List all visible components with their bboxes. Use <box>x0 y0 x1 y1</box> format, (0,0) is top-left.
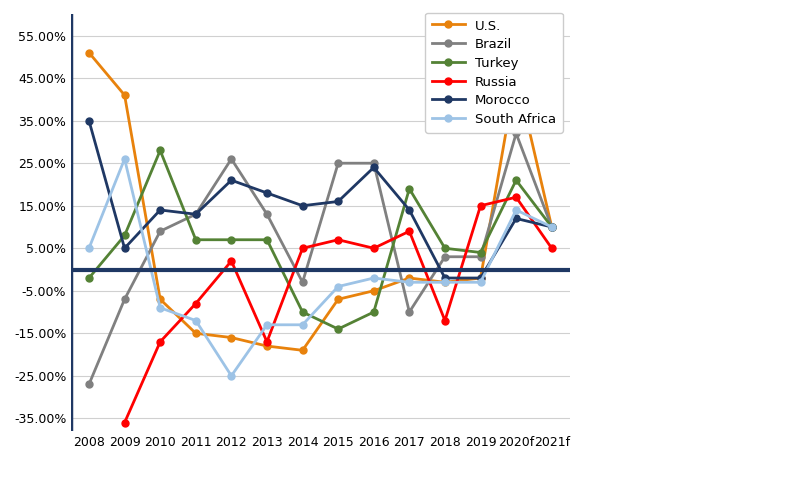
Morocco <box>156 207 165 213</box>
Line: Turkey: Turkey <box>85 147 555 332</box>
Russia <box>476 203 486 208</box>
Turkey <box>191 237 201 243</box>
South Africa <box>298 322 308 328</box>
Line: Russia: Russia <box>121 194 555 426</box>
Morocco <box>298 203 308 208</box>
South Africa <box>156 305 165 311</box>
Line: Brazil: Brazil <box>85 130 555 388</box>
Line: U.S.: U.S. <box>85 49 555 354</box>
Brazil <box>547 224 557 230</box>
Russia <box>334 237 343 243</box>
Turkey <box>120 233 130 239</box>
Morocco <box>476 275 486 281</box>
Morocco <box>334 199 343 205</box>
Legend: U.S., Brazil, Turkey, Russia, Morocco, South Africa: U.S., Brazil, Turkey, Russia, Morocco, S… <box>425 12 563 133</box>
Morocco <box>547 224 557 230</box>
Morocco <box>84 118 94 124</box>
South Africa <box>120 156 130 162</box>
Morocco <box>263 190 272 196</box>
Turkey <box>334 326 343 332</box>
Turkey <box>156 148 165 153</box>
Russia <box>369 245 379 251</box>
Morocco <box>440 275 449 281</box>
South Africa <box>547 224 557 230</box>
Turkey <box>547 224 557 230</box>
Turkey <box>511 177 520 183</box>
South Africa <box>263 322 272 328</box>
Morocco <box>191 211 201 217</box>
Brazil <box>369 160 379 166</box>
Russia <box>298 245 308 251</box>
Brazil <box>334 160 343 166</box>
Turkey <box>84 275 94 281</box>
Turkey <box>405 186 414 192</box>
U.S. <box>156 297 165 302</box>
Morocco <box>369 165 379 171</box>
South Africa <box>405 279 414 285</box>
U.S. <box>334 297 343 302</box>
Turkey <box>298 309 308 315</box>
Line: Morocco: Morocco <box>85 117 555 282</box>
Line: South Africa: South Africa <box>85 156 555 379</box>
U.S. <box>191 331 201 336</box>
South Africa <box>227 373 237 379</box>
U.S. <box>405 275 414 281</box>
Russia <box>405 228 414 234</box>
Morocco <box>405 207 414 213</box>
Brazil <box>440 254 449 260</box>
Turkey <box>369 309 379 315</box>
Brazil <box>263 211 272 217</box>
U.S. <box>263 343 272 349</box>
Russia <box>227 258 237 264</box>
South Africa <box>511 207 520 213</box>
Russia <box>191 301 201 307</box>
South Africa <box>191 318 201 323</box>
South Africa <box>440 279 449 285</box>
U.S. <box>298 347 308 353</box>
Brazil <box>405 309 414 315</box>
Russia <box>156 339 165 345</box>
Brazil <box>156 228 165 234</box>
U.S. <box>84 50 94 56</box>
U.S. <box>547 224 557 230</box>
Brazil <box>120 297 130 302</box>
South Africa <box>476 279 486 285</box>
Morocco <box>120 245 130 251</box>
Morocco <box>511 216 520 221</box>
U.S. <box>476 275 486 281</box>
Turkey <box>440 245 449 251</box>
Turkey <box>476 250 486 255</box>
U.S. <box>511 71 520 77</box>
South Africa <box>334 284 343 289</box>
Turkey <box>263 237 272 243</box>
U.S. <box>227 335 237 341</box>
Russia <box>263 339 272 345</box>
Russia <box>440 318 449 323</box>
Brazil <box>227 156 237 162</box>
U.S. <box>369 288 379 294</box>
South Africa <box>84 245 94 251</box>
Brazil <box>298 279 308 285</box>
U.S. <box>120 92 130 98</box>
Brazil <box>84 381 94 387</box>
Brazil <box>191 211 201 217</box>
U.S. <box>440 279 449 285</box>
Brazil <box>476 254 486 260</box>
Russia <box>511 194 520 200</box>
Russia <box>547 245 557 251</box>
South Africa <box>369 275 379 281</box>
Brazil <box>511 131 520 137</box>
Russia <box>120 420 130 425</box>
Morocco <box>227 177 237 183</box>
Turkey <box>227 237 237 243</box>
